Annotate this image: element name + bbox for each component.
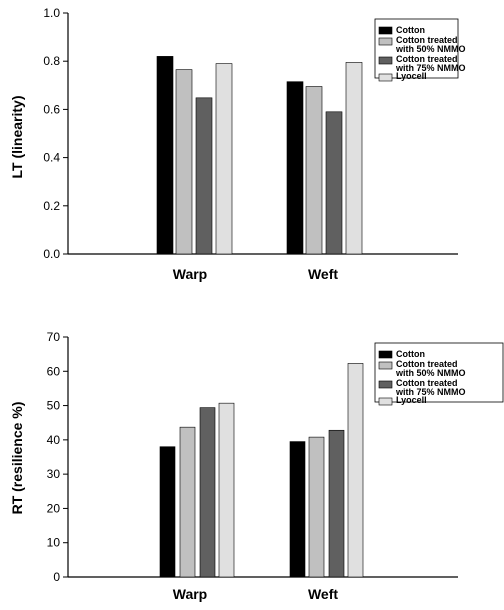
bar bbox=[179, 426, 196, 578]
legend-label: Cotton bbox=[396, 25, 425, 35]
y-tick-label: 0.6 bbox=[43, 102, 60, 116]
chart-1: 0.0 0.2 0.4 0.6 0.8 1.0 Warp Weft LT (linearity)… bbox=[9, 6, 466, 282]
bar bbox=[159, 446, 176, 578]
y-tick-label: 0 bbox=[53, 570, 60, 584]
y-tick-label: 60 bbox=[47, 364, 61, 378]
y-tick-label: 1.0 bbox=[43, 6, 60, 20]
legend-swatch bbox=[378, 361, 393, 370]
bar bbox=[215, 63, 233, 255]
y-tick-label: 0.0 bbox=[43, 247, 60, 261]
legend-swatch bbox=[378, 56, 393, 65]
bar bbox=[289, 441, 306, 578]
legend-swatch bbox=[378, 397, 393, 406]
y-tick-label: 70 bbox=[47, 330, 61, 344]
y-tick-label: 0.2 bbox=[43, 199, 60, 213]
legend-label: Cotton bbox=[396, 349, 425, 359]
legend-swatch bbox=[378, 350, 393, 359]
bar bbox=[308, 436, 325, 578]
bar bbox=[345, 62, 363, 255]
legend-label: Cotton treated with 50% NMMO bbox=[395, 359, 466, 378]
bar bbox=[328, 429, 345, 578]
bar bbox=[325, 111, 343, 255]
bar bbox=[305, 86, 323, 255]
legend-label: Lyocell bbox=[396, 395, 427, 405]
y-tick-label: 40 bbox=[47, 433, 61, 447]
legend-swatch bbox=[378, 26, 393, 35]
y-axis-label: LT (linearity) bbox=[9, 96, 25, 179]
legend-label: Cotton treated with 50% NMMO bbox=[395, 35, 466, 54]
bar bbox=[175, 69, 193, 255]
y-tick-label: 10 bbox=[47, 536, 61, 550]
bar bbox=[195, 97, 213, 255]
x-category-label: Weft bbox=[308, 266, 338, 282]
bar bbox=[347, 363, 364, 578]
legend-swatch bbox=[378, 37, 393, 46]
y-tick-label: 0.8 bbox=[43, 54, 60, 68]
legend-label: Lyocell bbox=[396, 71, 427, 81]
bar bbox=[286, 81, 304, 255]
legend-swatch bbox=[378, 380, 393, 389]
bar bbox=[218, 402, 235, 578]
chart-2: 0 10 20 30 40 50 60 70 Warp Weft RT (resilience %)… bbox=[9, 330, 504, 602]
x-category-label: Warp bbox=[173, 586, 207, 602]
bar bbox=[156, 56, 174, 255]
y-axis-label: RT (resilience %) bbox=[9, 402, 25, 515]
legend-label: Cotton treated with 75% NMMO bbox=[395, 378, 466, 397]
legend-label: Cotton treated with 75% NMMO bbox=[395, 54, 466, 73]
legend-box bbox=[374, 342, 504, 403]
y-tick-label: 30 bbox=[47, 467, 61, 481]
y-tick-label: 50 bbox=[47, 399, 61, 413]
legend-box bbox=[374, 18, 459, 79]
x-category-label: Weft bbox=[308, 586, 338, 602]
x-category-label: Warp bbox=[173, 266, 207, 282]
y-tick-label: 20 bbox=[47, 501, 61, 515]
legend-swatch bbox=[378, 73, 393, 82]
bar bbox=[199, 407, 216, 578]
y-tick-label: 0.4 bbox=[43, 151, 60, 165]
